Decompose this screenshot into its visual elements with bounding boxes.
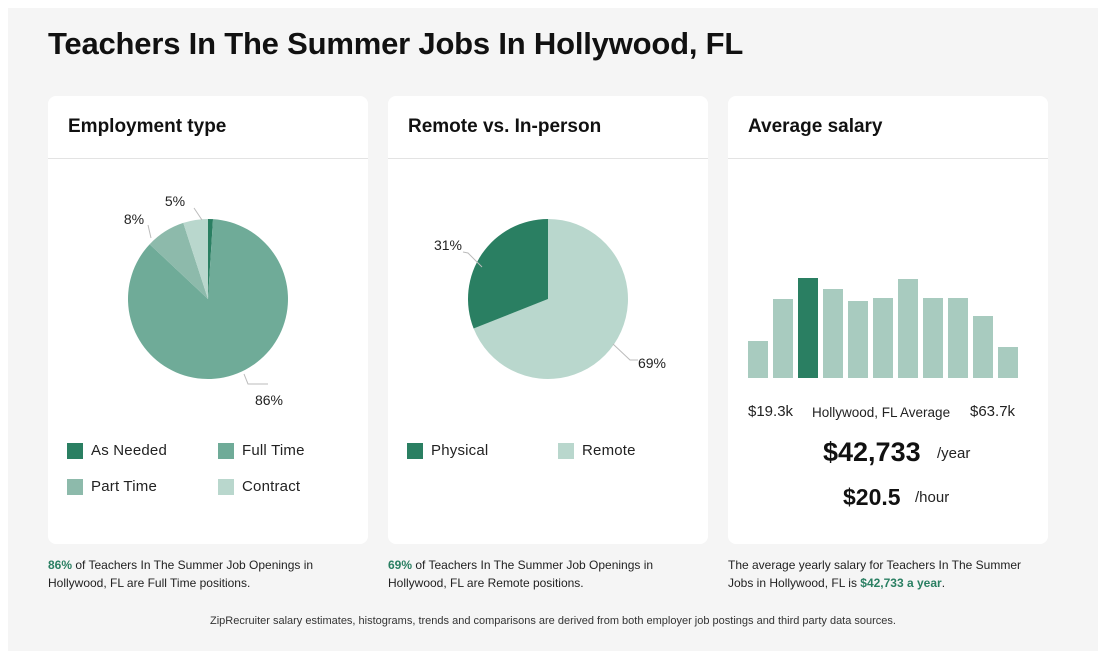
- caption-text: .: [941, 576, 946, 590]
- histogram-bar: [823, 289, 843, 378]
- employment-caption: 86% of Teachers In The Summer Job Openin…: [48, 556, 348, 592]
- legend-label: As Needed: [91, 442, 168, 459]
- salary-report-panel: Teachers In The Summer Jobs In Hollywood…: [8, 8, 1098, 651]
- salary-min-label: $19.3k: [748, 403, 794, 420]
- histogram-bar: [923, 298, 943, 378]
- footer-disclaimer: ZipRecruiter salary estimates, histogram…: [210, 615, 896, 627]
- remote-caption: 69% of Teachers In The Summer Job Openin…: [388, 556, 688, 592]
- card-divider: [388, 158, 708, 159]
- caption-highlight: 86%: [48, 558, 73, 572]
- histogram-bar: [998, 347, 1018, 378]
- pie-label-part-time: 8%: [124, 211, 144, 227]
- average-salary-card: Average salary $19.3k Hollywood, FL Aver…: [728, 96, 1048, 544]
- hourly-salary-value: $20.5: [843, 484, 901, 510]
- pie-slice-part-time: [149, 222, 208, 299]
- legend-item-part-time: Part Time: [67, 478, 157, 495]
- salary-max-label: $63.7k: [970, 403, 1016, 420]
- legend-swatch: [218, 442, 234, 459]
- employment-card-title: Employment type: [68, 116, 227, 137]
- legend-label: Full Time: [242, 442, 305, 459]
- histogram-bar: [748, 341, 768, 378]
- pie-label-contract: 5%: [165, 193, 185, 209]
- legend-item-remote: Remote: [558, 442, 636, 459]
- card-divider: [48, 158, 368, 159]
- pie-leader-line: [193, 207, 203, 221]
- caption-text: of Teachers In The Summer Job Openings i…: [388, 558, 654, 590]
- pie-label-full-time: 86%: [255, 392, 283, 408]
- legend-label: Contract: [242, 478, 301, 495]
- employment-pie-chart: 86% 8% 5%: [124, 193, 288, 408]
- legend-item-contract: Contract: [218, 478, 300, 495]
- salary-card-title: Average salary: [748, 116, 883, 137]
- pie-leader-line: [462, 251, 483, 268]
- salary-average-label: Hollywood, FL Average: [812, 405, 951, 420]
- legend-swatch: [67, 478, 83, 495]
- hourly-salary-unit: /hour: [915, 489, 950, 506]
- histogram-bar: [848, 301, 868, 378]
- employment-type-card: Employment type 86% 8% 5% As Needed Full T…: [48, 96, 368, 544]
- legend-item-as-needed: As Needed: [67, 442, 167, 459]
- remote-vs-in-person-card: Remote vs. In-person 69% 31% Physical Rem…: [388, 96, 708, 544]
- page-title: Teachers In The Summer Jobs In Hollywood…: [48, 26, 744, 61]
- pie-label-remote: 69%: [638, 355, 666, 371]
- legend-swatch: [558, 442, 574, 459]
- salary-caption: The average yearly salary for Teachers I…: [728, 556, 1028, 592]
- pie-leader-line: [147, 224, 152, 239]
- caption-highlight: $42,733 a year: [860, 576, 942, 590]
- legend-swatch: [67, 442, 83, 459]
- pie-slice-remote: [473, 219, 629, 379]
- legend-label: Physical: [431, 442, 489, 459]
- pie-leader-line: [612, 343, 638, 361]
- legend-label: Remote: [582, 442, 636, 459]
- caption-text: The average yearly salary for Teachers I…: [728, 558, 1022, 590]
- remote-pie-chart: 69% 31%: [434, 219, 666, 379]
- histogram-bar: [773, 299, 793, 378]
- pie-slice-contract: [183, 219, 208, 299]
- legend-swatch: [218, 478, 234, 495]
- pie-leader-line: [243, 373, 268, 385]
- yearly-salary-value: $42,733: [823, 437, 921, 467]
- salary-histogram: [748, 278, 1018, 378]
- remote-card-title: Remote vs. In-person: [408, 116, 602, 137]
- histogram-bar: [973, 316, 993, 378]
- legend-label: Part Time: [91, 478, 157, 495]
- legend-item-full-time: Full Time: [218, 442, 305, 459]
- yearly-salary-unit: /year: [937, 445, 971, 462]
- histogram-bar: [873, 298, 893, 378]
- histogram-bar-average: [798, 278, 818, 378]
- legend-item-physical: Physical: [407, 442, 488, 459]
- pie-label-physical: 31%: [434, 237, 462, 253]
- pie-slice-as-needed: [208, 219, 214, 299]
- pie-slice-physical: [468, 219, 548, 329]
- pie-slice-full-time: [127, 219, 288, 380]
- card-divider: [728, 158, 1048, 159]
- legend-swatch: [407, 442, 423, 459]
- histogram-bar: [898, 279, 918, 378]
- caption-text: of Teachers In The Summer Job Openings i…: [48, 558, 314, 590]
- caption-highlight: 69%: [388, 558, 413, 572]
- histogram-bar: [948, 298, 968, 378]
